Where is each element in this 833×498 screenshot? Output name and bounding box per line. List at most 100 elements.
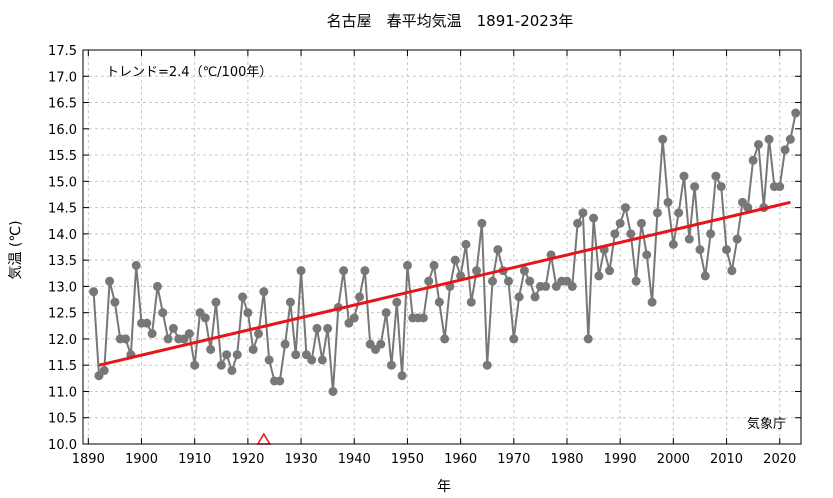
data-point xyxy=(163,334,173,344)
data-point xyxy=(748,155,758,165)
data-point xyxy=(328,386,338,396)
data-point xyxy=(610,229,620,239)
data-point xyxy=(349,313,359,323)
data-point xyxy=(690,182,700,192)
data-point xyxy=(397,371,407,381)
data-point xyxy=(450,255,460,265)
data-point xyxy=(605,266,615,276)
data-point xyxy=(376,339,386,349)
data-point xyxy=(152,281,162,291)
data-point xyxy=(642,250,652,260)
data-point xyxy=(381,308,391,318)
data-point xyxy=(227,365,237,375)
y-tick-label: 10.5 xyxy=(48,412,77,427)
data-point xyxy=(727,266,737,276)
data-point xyxy=(317,355,327,365)
data-point xyxy=(519,266,529,276)
y-tick-label: 17.5 xyxy=(48,44,77,59)
y-tick-label: 12.0 xyxy=(48,333,77,348)
y-tick-label: 13.0 xyxy=(48,280,77,295)
y-tick-label: 10.0 xyxy=(48,438,77,453)
x-tick-label: 1950 xyxy=(391,452,424,467)
data-point xyxy=(583,334,593,344)
x-tick-label: 1930 xyxy=(285,452,318,467)
data-point xyxy=(706,229,716,239)
trend-layer xyxy=(98,200,791,367)
data-point xyxy=(684,234,694,244)
y-axis-label: 気温 (℃) xyxy=(8,220,24,279)
data-point xyxy=(578,208,588,218)
plot-area-frame xyxy=(82,49,802,445)
y-tick-label: 14.0 xyxy=(48,228,77,243)
station-change-marker xyxy=(256,432,272,445)
data-point xyxy=(663,197,673,207)
x-tick-label: 1940 xyxy=(338,452,371,467)
data-point xyxy=(392,297,402,307)
x-tick-label: 1890 xyxy=(72,452,105,467)
data-point xyxy=(291,350,301,360)
data-point xyxy=(110,297,120,307)
data-point xyxy=(764,134,774,144)
data-point xyxy=(626,229,636,239)
data-point xyxy=(493,245,503,255)
data-point xyxy=(716,182,726,192)
data-point xyxy=(355,292,365,302)
data-point xyxy=(285,297,295,307)
y-tick-label: 15.0 xyxy=(48,175,77,190)
data-point xyxy=(184,329,194,339)
y-tick-label: 11.0 xyxy=(48,385,77,400)
data-point xyxy=(620,203,630,213)
data-point xyxy=(259,287,269,297)
y-tick-label: 17.0 xyxy=(48,70,77,85)
y-tick-label: 14.5 xyxy=(48,202,77,217)
data-point xyxy=(429,260,439,270)
data-point xyxy=(232,350,242,360)
data-point xyxy=(131,260,141,270)
data-point xyxy=(424,276,434,286)
data-point xyxy=(674,208,684,218)
data-point xyxy=(631,276,641,286)
data-point xyxy=(386,360,396,370)
data-point xyxy=(264,355,274,365)
data-point xyxy=(732,234,742,244)
x-tick-label: 1960 xyxy=(444,452,477,467)
data-point xyxy=(658,134,668,144)
data-point xyxy=(525,276,535,286)
data-point xyxy=(695,245,705,255)
y-tick-label: 12.5 xyxy=(48,307,77,322)
data-point xyxy=(158,308,168,318)
data-point xyxy=(668,239,678,249)
data-point xyxy=(312,323,322,333)
data-point xyxy=(652,208,662,218)
y-tick-label: 15.5 xyxy=(48,149,77,164)
data-point xyxy=(99,365,109,375)
data-point xyxy=(275,376,285,386)
data-point xyxy=(248,344,258,354)
data-point xyxy=(775,182,785,192)
data-point xyxy=(743,203,753,213)
data-point xyxy=(200,313,210,323)
data-point xyxy=(142,318,152,328)
marker-layer xyxy=(256,432,272,445)
data-point xyxy=(711,171,721,181)
data-point xyxy=(296,266,306,276)
data-point xyxy=(238,292,248,302)
x-tick-label: 1920 xyxy=(231,452,264,467)
x-tick-label: 2000 xyxy=(657,452,690,467)
data-point xyxy=(434,297,444,307)
x-tick-label: 1900 xyxy=(125,452,158,467)
data-point xyxy=(488,276,498,286)
data-point xyxy=(514,292,524,302)
data-point xyxy=(339,266,349,276)
data-point xyxy=(785,134,795,144)
data-point xyxy=(509,334,519,344)
x-tick-label: 1980 xyxy=(550,452,583,467)
y-tick-label: 16.0 xyxy=(48,123,77,138)
data-point xyxy=(243,308,253,318)
data-point xyxy=(503,276,513,286)
data-point xyxy=(472,266,482,276)
data-point xyxy=(307,355,317,365)
data-point xyxy=(567,281,577,291)
data-point xyxy=(168,323,178,333)
